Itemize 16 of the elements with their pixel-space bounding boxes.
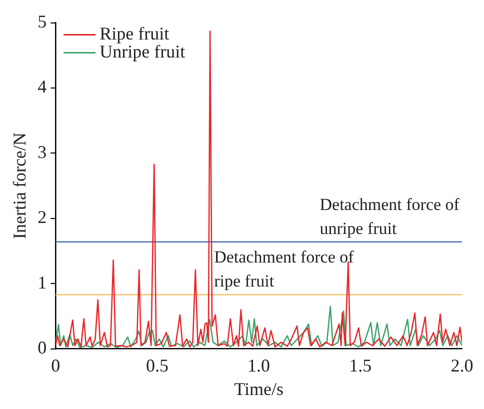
x-tick-label: 1.5 [349,355,372,376]
ref-line-label: Detachment force of unripe fruit [320,194,460,238]
x-tick-label: 1.0 [248,355,270,376]
y-tick-label: 2 [38,207,47,228]
x-axis-title: Time/s [234,378,284,399]
y-tick-label: 1 [38,272,47,292]
x-tick-label: 0 [51,355,60,376]
y-tick-label: 3 [38,142,47,162]
y-axis-title: Inertia force/N [10,132,30,240]
y-tick-label: 5 [38,12,47,32]
y-tick-label: 0 [38,338,47,358]
ref-line-label: Detachment force of ripe fruit [214,248,354,291]
legend-label: Ripe fruit [100,24,170,44]
y-tick-label: 4 [38,76,47,97]
x-tick-label: 2.0 [450,355,474,376]
x-tick-label: 0.5 [146,355,168,376]
